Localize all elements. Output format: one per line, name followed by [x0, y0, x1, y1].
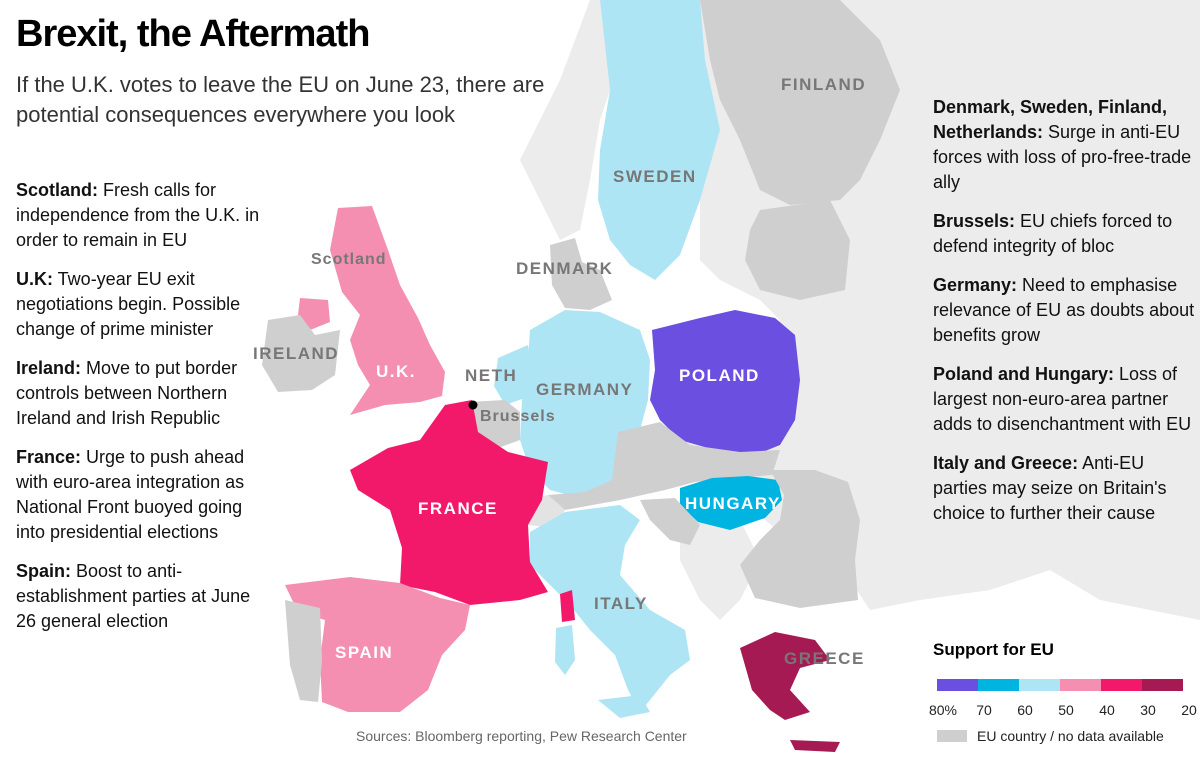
- legend-tick-label: 60: [1017, 702, 1033, 718]
- legend-swatch: [1142, 679, 1183, 691]
- note-head: Ireland:: [16, 358, 82, 378]
- note-text: EU chiefs forced to defend integrity of …: [933, 211, 1173, 256]
- note-nordics: Denmark, Sweden, Finland, Netherlands: S…: [933, 95, 1195, 195]
- note-head: Scotland:: [16, 180, 99, 200]
- ireland-shape: [262, 315, 340, 392]
- baltics-shape: [745, 200, 850, 300]
- label-neth: NETH: [465, 366, 517, 385]
- legend-title: Support for EU: [933, 640, 1054, 659]
- nodata-swatch: [937, 730, 967, 742]
- label-italy: ITALY: [594, 594, 648, 613]
- legend-swatch: [937, 679, 978, 691]
- note-head: Germany:: [933, 275, 1018, 295]
- note-text: Two-year EU exit negotiations begin. Pos…: [16, 269, 241, 339]
- crete-shape: [790, 740, 840, 752]
- note-text: Anti-EU parties may seize on Britain's c…: [933, 453, 1167, 523]
- label-uk: U.K.: [376, 362, 416, 381]
- note-scotland: Scotland: Fresh calls for independence f…: [16, 178, 266, 253]
- sardinia-shape: [555, 625, 575, 675]
- label-hungary: HUNGARY: [685, 494, 781, 513]
- hungary-shape: [680, 476, 782, 530]
- note-head: Brussels:: [933, 211, 1016, 231]
- legend-swatch: [1060, 679, 1101, 691]
- brussels-dot: [468, 400, 478, 410]
- note-head: Denmark, Sweden, Finland, Netherlands:: [933, 97, 1168, 142]
- label-poland: POLAND: [679, 366, 760, 385]
- france-shape: [350, 400, 548, 605]
- note-head: U.K:: [16, 269, 53, 289]
- note-text: Boost to anti-establishment parties at J…: [16, 561, 251, 631]
- left-notes: Scotland: Fresh calls for independence f…: [16, 178, 266, 648]
- note-text: Urge to push ahead with euro-area integr…: [16, 447, 245, 542]
- label-sweden: SWEDEN: [613, 167, 697, 186]
- sweden-shape: [598, 0, 720, 280]
- note-italy-greece: Italy and Greece: Anti-EU parties may se…: [933, 451, 1195, 526]
- spain-shape: [285, 577, 470, 712]
- note-france: France: Urge to push ahead with euro-are…: [16, 445, 266, 545]
- legend-swatch: [1101, 679, 1142, 691]
- sicily-shape: [598, 695, 650, 718]
- greece-shape: [740, 632, 830, 720]
- source-note: Sources: Bloomberg reporting, Pew Resear…: [356, 728, 687, 744]
- legend-tick-label: 80%: [928, 702, 958, 718]
- legend-tick-label: 70: [976, 702, 992, 718]
- romania-bulgaria-shape: [740, 470, 860, 608]
- label-brussels: Brussels: [480, 408, 556, 425]
- poland-shape: [650, 310, 800, 455]
- italy-shape: [530, 505, 690, 712]
- note-brussels: Brussels: EU chiefs forced to defend int…: [933, 209, 1195, 259]
- legend-color-scale: [937, 679, 1183, 691]
- label-france: FRANCE: [418, 499, 498, 518]
- note-head: Spain:: [16, 561, 72, 581]
- note-spain: Spain: Boost to anti-establishment parti…: [16, 559, 266, 634]
- legend-swatch: [1019, 679, 1060, 691]
- note-uk: U.K: Two-year EU exit negotiations begin…: [16, 267, 266, 342]
- central-europe-shape: [548, 422, 780, 510]
- page-title: Brexit, the Aftermath: [16, 13, 370, 55]
- note-poland-hungary: Poland and Hungary: Loss of largest non-…: [933, 362, 1195, 437]
- right-notes: Denmark, Sweden, Finland, Netherlands: S…: [933, 95, 1195, 540]
- portugal-shape: [285, 600, 322, 702]
- legend-tick-label: 50: [1058, 702, 1074, 718]
- legend-tick-label: 40: [1099, 702, 1115, 718]
- label-finland: FINLAND: [781, 75, 866, 94]
- northern-ireland-shape: [298, 298, 330, 330]
- legend-nodata: EU country / no data available: [937, 728, 1164, 744]
- legend-tick-label: 20: [1181, 702, 1197, 718]
- subtitle: If the U.K. votes to leave the EU on Jun…: [16, 72, 545, 127]
- slovenia-croatia-shape: [640, 498, 700, 545]
- note-head: France:: [16, 447, 82, 467]
- note-ireland: Ireland: Move to put border controls bet…: [16, 356, 266, 431]
- label-ireland: IRELAND: [253, 344, 339, 363]
- balkans-land: [680, 520, 760, 620]
- nodata-label: EU country / no data available: [977, 728, 1164, 744]
- label-greece: GREECE: [784, 649, 865, 668]
- note-head: Poland and Hungary:: [933, 364, 1115, 384]
- label-germany: GERMANY: [536, 380, 633, 399]
- label-scotland: Scotland: [311, 251, 387, 268]
- finland-shape: [700, 0, 900, 205]
- note-text: Loss of largest non-euro-area partner ad…: [933, 364, 1192, 434]
- denmark-shape: [550, 238, 612, 310]
- note-text: Surge in anti-EU forces with loss of pro…: [933, 122, 1192, 192]
- note-germany: Germany: Need to emphasise relevance of …: [933, 273, 1195, 348]
- netherlands-shape: [494, 345, 532, 405]
- legend-swatch: [978, 679, 1019, 691]
- note-text: Fresh calls for independence from the U.…: [16, 180, 260, 250]
- corsica-shape: [560, 590, 575, 622]
- note-text: Move to put border controls between Nort…: [16, 358, 238, 428]
- note-text: Need to emphasise relevance of EU as dou…: [933, 275, 1195, 345]
- label-spain: SPAIN: [335, 643, 393, 662]
- legend-tick-label: 30: [1140, 702, 1156, 718]
- note-head: Italy and Greece:: [933, 453, 1079, 473]
- great-britain-shape: [330, 206, 445, 415]
- label-denmark: DENMARK: [516, 259, 613, 278]
